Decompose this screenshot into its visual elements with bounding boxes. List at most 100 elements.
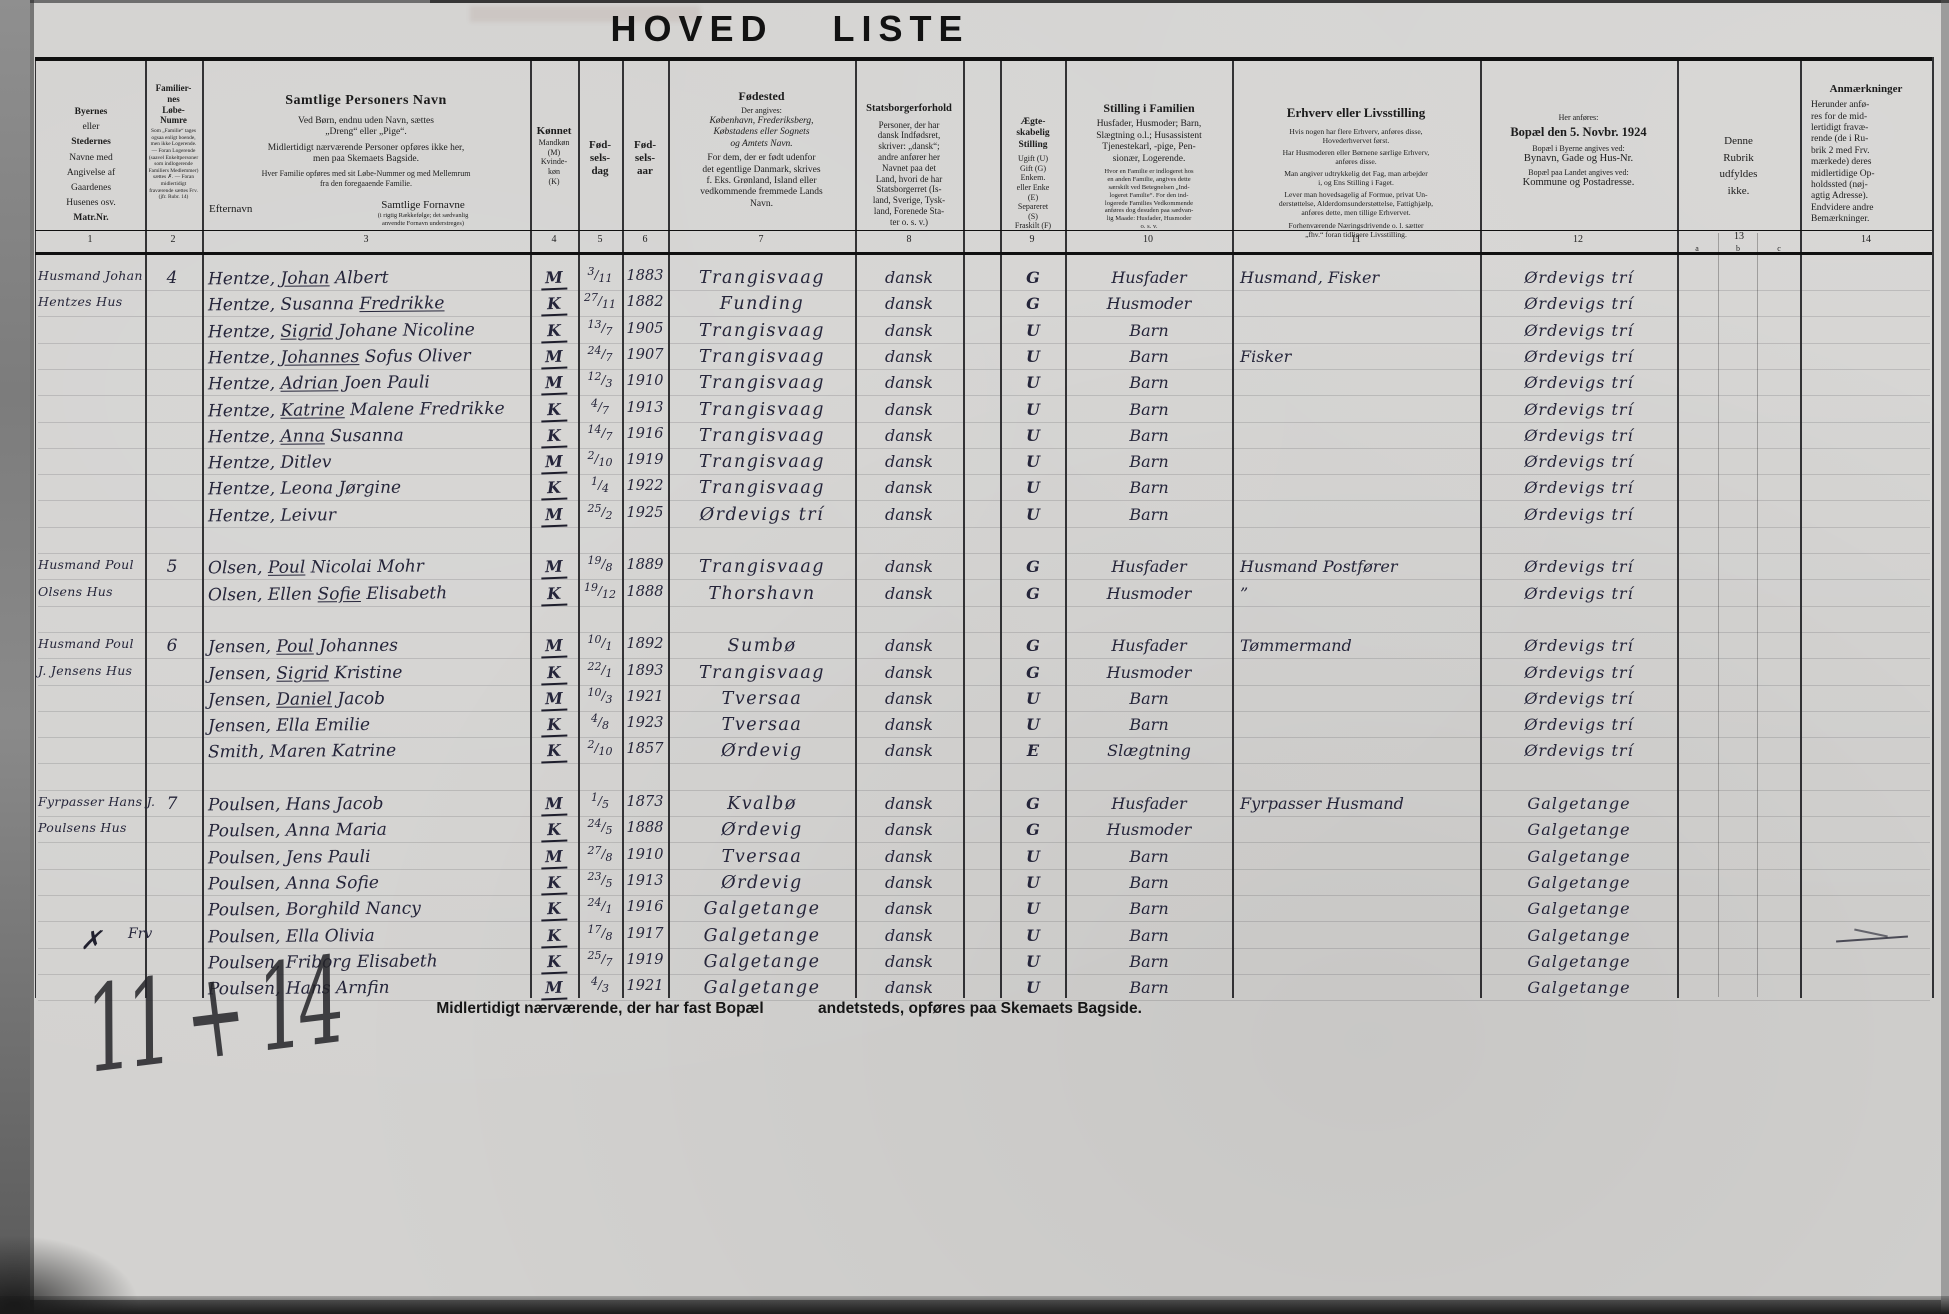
cell-family-position: Barn: [1129, 425, 1169, 445]
cell-sex: M: [533, 451, 575, 478]
name-text: Elisabeth: [360, 582, 448, 604]
header-col-sex: Kønnet Mandkøn (M) Kvinde- køn (K): [531, 61, 577, 296]
day-denominator: 8: [602, 719, 610, 733]
cell-birth-year: 1923: [626, 715, 664, 732]
day-denominator: 7: [602, 403, 610, 417]
sex-letter: K: [540, 898, 568, 922]
cell-name: Jensen, Daniel Jacob: [208, 687, 526, 716]
cell-citizenship: dansk: [885, 872, 933, 892]
sex-letter: K: [540, 872, 568, 896]
cell-name: Hentze, Katrine Malene Fredrikke: [208, 398, 526, 427]
cell-residence: Ørdevigs trí: [1524, 715, 1634, 735]
person-row: Poulsen, Borghild Nancy K 24/1 1916 Galgetan…: [0, 896, 1949, 926]
sex-letter: M: [540, 504, 568, 528]
family-number: 5: [166, 557, 178, 578]
row-guide-line: [38, 342, 1930, 344]
cell-family-position: Barn: [1129, 346, 1169, 366]
row-guide-line: [38, 474, 1930, 476]
cell-birth-day: 25/2: [587, 501, 613, 522]
header-occupation-note5: Forhenværende Næringsdrivende o. l. sætt…: [1288, 220, 1424, 239]
column-divider: [145, 57, 147, 998]
header-names-note3: Hver Familie opføres med sit Løbe-Nummer…: [261, 169, 471, 188]
column-divider: [622, 57, 624, 998]
cell-name: Hentze, Leivur: [208, 503, 526, 532]
cell-residence: Galgetange: [1527, 978, 1631, 998]
day-numerator: 27: [587, 843, 602, 857]
underlined-given-name: Anna: [280, 426, 325, 447]
day-denominator: 10: [598, 456, 613, 470]
cell-occupation: ”: [1240, 583, 1249, 603]
underlined-given-name: Adrian: [280, 373, 339, 394]
cell-birthplace: Thorshavn: [708, 583, 816, 604]
day-numerator: 24: [587, 896, 602, 910]
day-numerator: 25: [587, 501, 602, 515]
sex-letter: M: [540, 556, 568, 580]
header-birthplace-title: Fødested: [738, 89, 785, 103]
name-text: Hentze,: [207, 321, 281, 342]
cell-birth-year: 1919: [626, 951, 664, 968]
cell-sex: M: [533, 635, 575, 662]
cell-citizenship: dansk: [885, 794, 933, 813]
day-numerator: 4: [590, 396, 598, 410]
scan-left-crease: [30, 0, 34, 1314]
row-guide-line: [38, 947, 1930, 949]
person-row: Hentze, Anna Susanna K 14/7 1916 Trangisvaag…: [0, 423, 1949, 453]
cell-marital-status: G: [1026, 557, 1040, 577]
cell-sex: K: [533, 951, 575, 978]
cell-birth-day: 24/5: [587, 817, 613, 838]
cell-birthplace: Ørdevigs trí: [699, 504, 825, 525]
faint-stamp: [470, 6, 700, 22]
day-numerator: 17: [587, 922, 602, 936]
cell-occupation: Tømmermand: [1240, 636, 1352, 656]
name-text: Hentze,: [207, 268, 281, 290]
cell-family-position: Barn: [1129, 925, 1169, 945]
office-use-subcolumn-letter: c: [1777, 244, 1781, 253]
cell-birthplace: Trangisvaag: [699, 346, 825, 367]
row-guide-line: [38, 368, 1930, 370]
day-denominator: 3: [602, 982, 610, 996]
row-guide-line: [38, 763, 1930, 765]
name-text: Johannes: [313, 635, 399, 657]
sex-letter: M: [540, 451, 568, 475]
day-denominator: 2: [605, 508, 613, 522]
row-guide-line: [38, 973, 1930, 975]
cell-birth-day: 24/1: [587, 896, 613, 917]
cell-birth-day: 2/10: [587, 738, 613, 759]
office-use-subdivider: [1757, 233, 1758, 997]
row-guide-line: [38, 395, 1930, 397]
cell-birth-year: 1907: [626, 346, 664, 363]
name-text: Olsen, Ellen: [207, 584, 318, 605]
cell-residence: Galgetange: [1527, 899, 1631, 919]
name-text: Sofus Oliver: [359, 345, 471, 367]
row-guide-line: [38, 631, 1930, 633]
name-text: Johane Nicoline: [332, 319, 475, 341]
sex-letter: M: [540, 267, 568, 291]
cell-citizenship: dansk: [885, 688, 933, 708]
column-divider: [1932, 57, 1934, 998]
cell-family-position: Barn: [1129, 872, 1169, 892]
cell-birth-day: 4/3: [590, 975, 610, 996]
cell-birth-day: 4/7: [590, 396, 610, 417]
sex-letter: K: [540, 477, 568, 501]
cell-birthplace: Tversaa: [721, 715, 803, 736]
cell-birth-day: 10/3: [587, 685, 613, 706]
header-place-line: Stedernes: [71, 137, 111, 148]
person-row: Olsens Hus Olsen, Ellen Sofie Elisabeth K 1…: [0, 581, 1949, 611]
sex-letter: M: [540, 346, 568, 370]
cell-birth-year: 1910: [626, 846, 664, 863]
cell-citizenship: dansk: [885, 452, 933, 472]
office-use-subdivider: [1718, 233, 1719, 997]
person-row: Hentze, Katrine Malene Fredrikke K 4/7 1913…: [0, 396, 1949, 427]
person-row: Jensen, Ella Emilie K 4/8 1923 Tversaa dansk U…: [0, 712, 1949, 742]
day-denominator: 5: [605, 876, 613, 890]
header-given-note: (i rigtig Rækkefølge; det sædvanlig anve…: [377, 212, 469, 227]
cell-birthplace: Trangisvaag: [699, 557, 825, 578]
scan-top-edge: [430, 0, 1949, 3]
person-row: Hentze, Ditlev M 2/10 1919 Trangisvaag dansk U…: [0, 449, 1949, 479]
header-surname-label: Efternavn: [209, 203, 253, 215]
day-numerator: 24: [587, 343, 602, 357]
underlined-given-name: Sigrid: [280, 320, 333, 342]
day-denominator: 3: [605, 692, 613, 706]
cell-residence: Galgetange: [1527, 846, 1631, 866]
cell-birth-year: 1883: [626, 268, 664, 284]
